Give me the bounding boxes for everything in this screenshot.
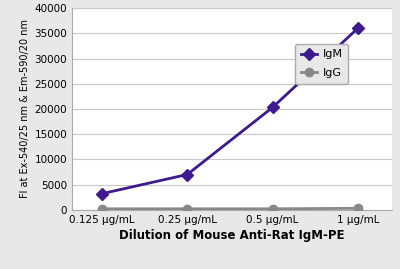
Y-axis label: Fl at Ex-540/25 nm & Em-590/20 nm: Fl at Ex-540/25 nm & Em-590/20 nm <box>20 19 30 199</box>
IgM <box>270 106 275 109</box>
Line: IgG: IgG <box>98 204 362 213</box>
IgG <box>185 207 190 210</box>
IgG <box>356 207 360 210</box>
IgM <box>356 27 360 30</box>
IgG <box>270 207 275 210</box>
IgG <box>100 207 104 210</box>
IgM <box>185 173 190 176</box>
IgM <box>100 192 104 195</box>
Legend: IgM, IgG: IgM, IgG <box>295 44 348 84</box>
Line: IgM: IgM <box>98 24 362 198</box>
X-axis label: Dilution of Mouse Anti-Rat IgM-PE: Dilution of Mouse Anti-Rat IgM-PE <box>119 229 345 242</box>
